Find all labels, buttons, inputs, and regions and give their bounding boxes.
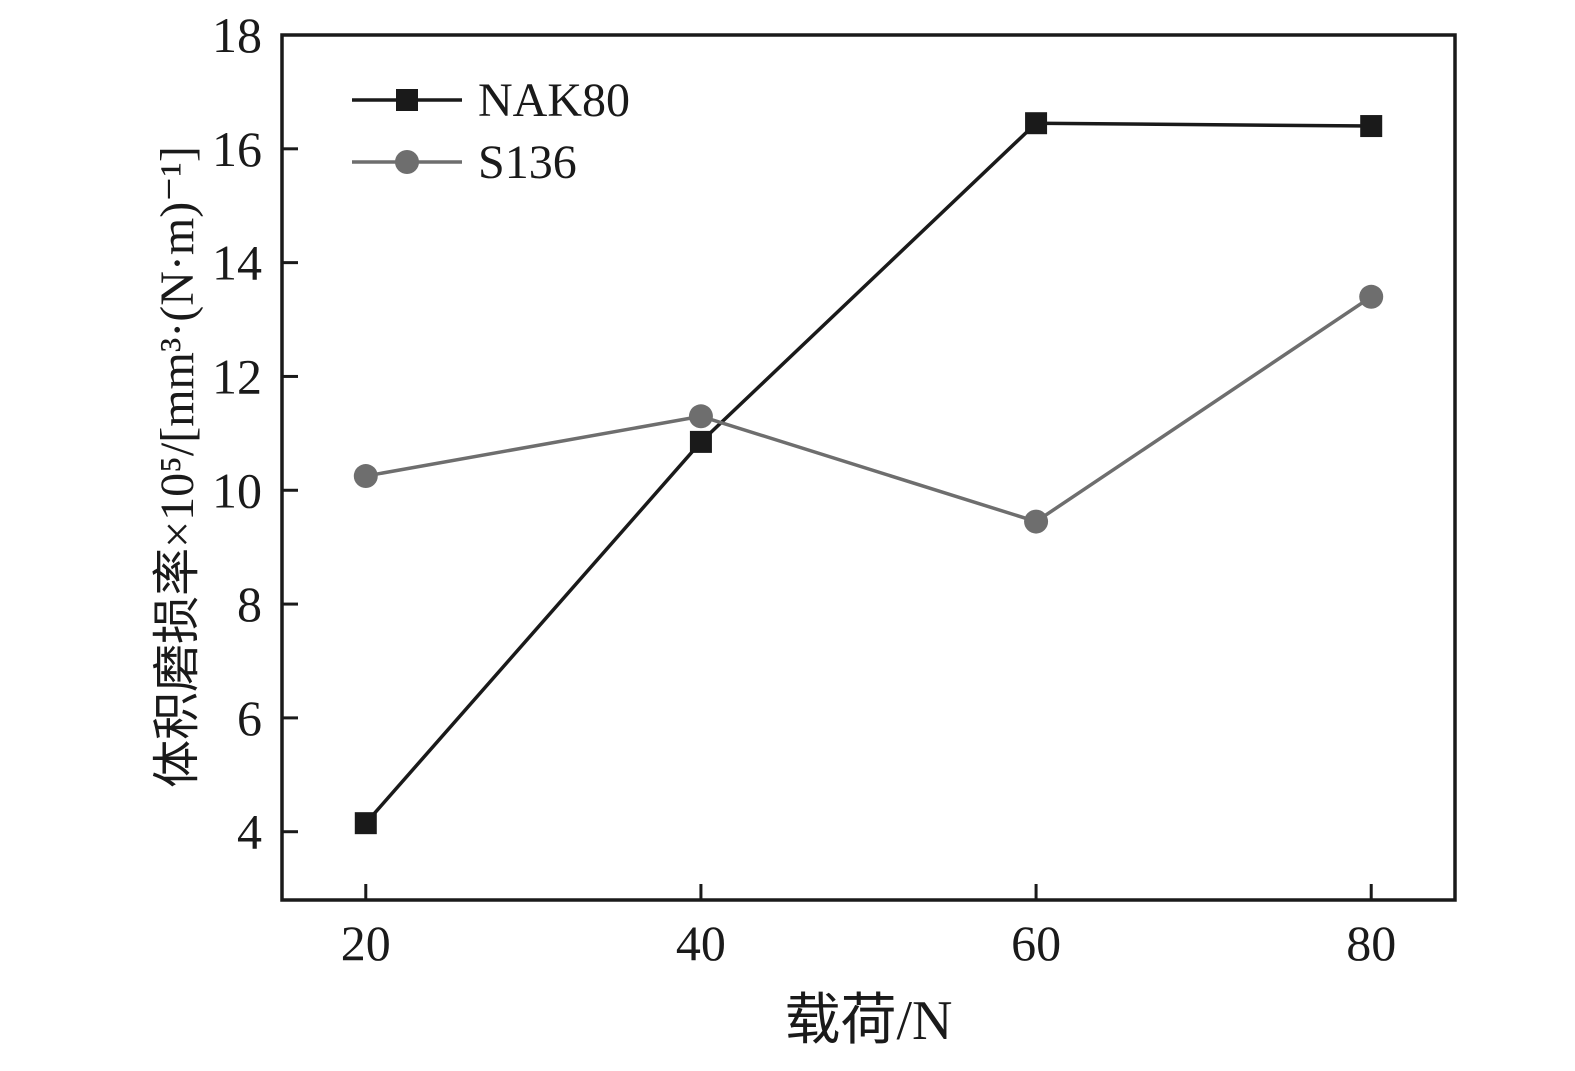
legend-marker-circle: [395, 150, 419, 174]
y-axis-label: 体积磨损率×10⁵/[mm³·(N·m)⁻¹]: [151, 146, 204, 788]
legend-marker-square: [396, 89, 418, 111]
series-marker-circle: [1024, 509, 1049, 534]
y-tick-label: 18: [212, 7, 262, 63]
y-tick-label: 8: [237, 576, 262, 632]
y-tick-label: 12: [212, 348, 262, 404]
series-marker-square: [1360, 115, 1383, 138]
y-tick-label: 10: [212, 462, 262, 518]
y-tick-label: 14: [212, 235, 262, 291]
series-marker-square: [354, 812, 377, 835]
series-marker-circle: [688, 404, 713, 429]
y-tick-label: 16: [212, 121, 262, 177]
series-marker-square: [689, 430, 712, 453]
plot-frame: [280, 33, 1457, 902]
series-marker-circle: [1359, 284, 1384, 309]
legend-label: NAK80: [478, 74, 630, 127]
x-tick-label: 20: [341, 915, 391, 971]
y-tick-label: 6: [237, 690, 262, 746]
y-tick-label: 4: [237, 804, 262, 860]
x-axis-label: 载荷/N: [784, 990, 953, 1052]
series-marker-circle: [353, 464, 378, 489]
series-line-nak80: [364, 121, 1372, 825]
x-tick-label: 40: [676, 915, 726, 971]
series-marker-square: [1025, 112, 1048, 135]
x-tick-label: 80: [1346, 915, 1396, 971]
legend-label: S136: [478, 136, 577, 189]
series-line-s136: [365, 295, 1373, 524]
x-tick-label: 60: [1011, 915, 1061, 971]
